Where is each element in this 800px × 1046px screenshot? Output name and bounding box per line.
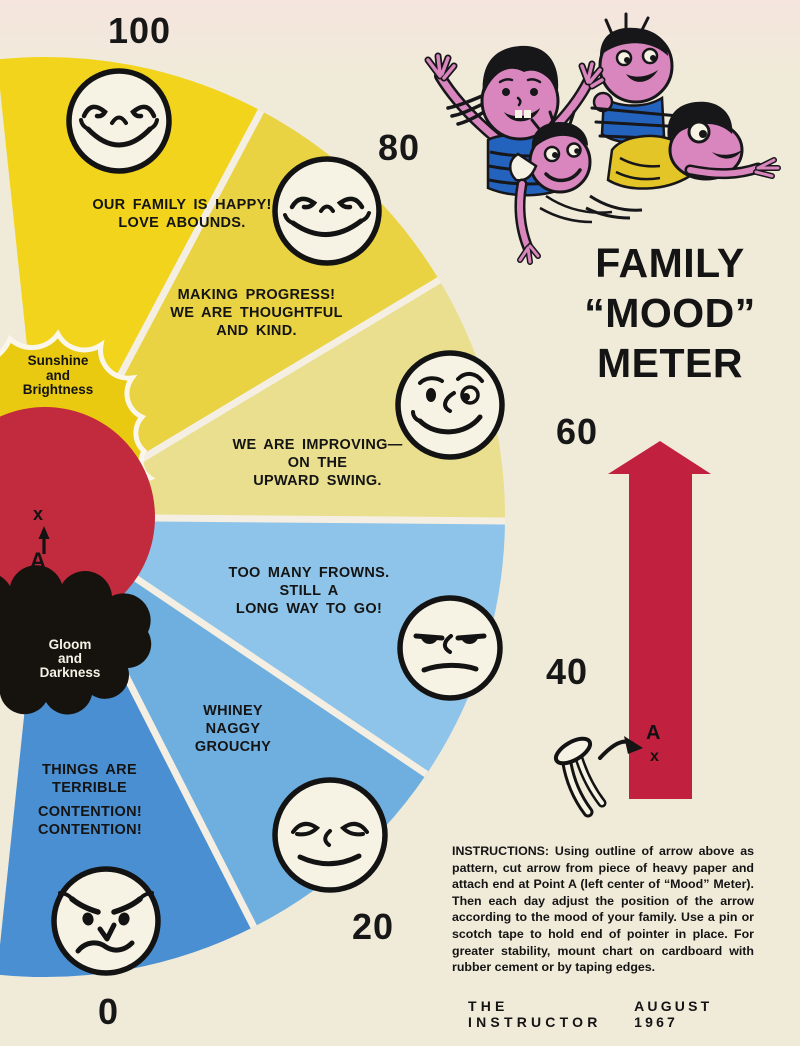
child-running-boy: [585, 101, 781, 220]
scale-label-40: 40: [546, 651, 589, 692]
footer-issue-date: AUGUST 1967: [634, 998, 713, 1030]
pleasant-face-icon: [395, 350, 505, 460]
cloud-label: Gloom and Darkness: [39, 637, 101, 680]
angry-face-icon: [51, 866, 161, 976]
pin-to-point-arrow-icon: [598, 736, 643, 760]
scale-label-80: 80: [378, 127, 421, 168]
wedge-improving: [45, 280, 506, 521]
page-title: FAMILY “MOOD” METER: [520, 238, 800, 388]
title-line-2: “MOOD”: [584, 290, 756, 336]
title-line-3: METER: [597, 340, 743, 386]
sun-label: Sunshine and Brightness: [22, 353, 94, 397]
segment-label-progress: MAKING PROGRESS! WE ARE THOUGHTFUL AND K…: [170, 287, 343, 339]
cloud-shape: [0, 565, 152, 715]
footer: THE INSTRUCTOR AUGUST 1967: [468, 998, 752, 1030]
scale-label-0: 0: [98, 991, 120, 1032]
scale-label-20: 20: [352, 906, 395, 947]
pointer-arrow-shape: [608, 441, 711, 799]
weepy-face-icon: [272, 777, 388, 893]
segment-label-happy: OUR FAMILY IS HAPPY! LOVE ABOUNDS.: [92, 197, 272, 231]
segment-label-contention: CONTENTION! CONTENTION!: [38, 804, 142, 838]
child-crawling-boy: [509, 110, 613, 265]
scale-label-60: 60: [556, 411, 599, 452]
hub-point-a-label: A: [30, 548, 46, 573]
thumbtack-icon: [553, 736, 607, 818]
pointer-cut-mark: x: [650, 748, 659, 765]
instructions-paragraph: INSTRUCTIONS: Using outline of arrow abo…: [452, 844, 754, 975]
hub-up-arrow-icon: [38, 526, 50, 554]
pointer-point-a-label: A: [646, 722, 661, 744]
title-line-1: FAMILY: [595, 240, 745, 286]
scale-label-100: 100: [108, 10, 172, 51]
smiling-face-icon: [272, 156, 382, 266]
segment-label-whiney: WHINEY NAGGY GROUCHY: [194, 703, 272, 755]
hub-cut-mark: x: [33, 504, 44, 524]
children-illustration: [424, 12, 781, 265]
segment-label-improving: WE ARE IMPROVING— ON THE UPWARD SWING.: [232, 437, 403, 489]
beaming-face-icon: [66, 68, 172, 174]
segment-label-terrible: THINGS ARE TERRIBLE: [42, 762, 137, 796]
segment-label-frowns: TOO MANY FROWNS. STILL A LONG WAY TO GO!: [228, 565, 390, 617]
wedge-frowns: [45, 517, 505, 775]
footer-publication: THE INSTRUCTOR: [468, 998, 602, 1030]
annoyed-face-icon: [397, 595, 503, 701]
